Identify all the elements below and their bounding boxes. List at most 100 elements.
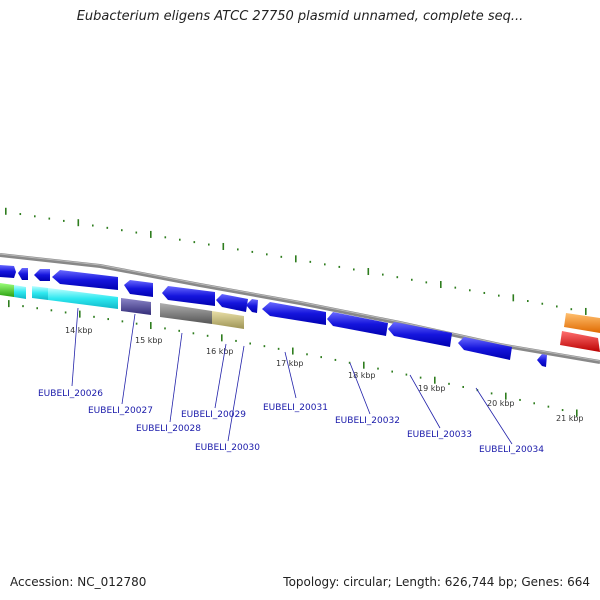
kbp-label: 14 kbp bbox=[65, 326, 93, 335]
minor-tick bbox=[309, 260, 312, 263]
minor-tick bbox=[178, 329, 180, 332]
minor-tick bbox=[36, 307, 38, 310]
minor-tick bbox=[306, 353, 308, 356]
kbp-scale: 14 kbp 15 kbp 16 kbp 17 kbp 18 kbp 19 kb… bbox=[65, 326, 584, 423]
kbp-label: 21 kbp bbox=[556, 414, 584, 423]
gene-label[interactable]: EUBELI_20034 bbox=[479, 445, 544, 455]
gene-arrow-reverse[interactable] bbox=[34, 269, 50, 281]
major-tick bbox=[79, 310, 81, 318]
minor-tick bbox=[208, 243, 210, 246]
major-tick bbox=[363, 361, 365, 369]
gene-arrow-forward[interactable] bbox=[32, 286, 48, 300]
minor-tick bbox=[192, 332, 195, 335]
major-tick bbox=[150, 322, 152, 330]
minor-tick bbox=[527, 300, 529, 303]
gene-label[interactable]: EUBELI_20031 bbox=[263, 403, 328, 413]
minor-tick bbox=[135, 231, 138, 234]
gene-arrow-reverse[interactable] bbox=[124, 280, 153, 297]
minor-tick bbox=[320, 356, 322, 359]
minor-tick bbox=[533, 402, 535, 405]
major-tick bbox=[5, 207, 7, 215]
gene-label[interactable]: EUBELI_20028 bbox=[136, 424, 201, 434]
gene-features bbox=[0, 265, 600, 367]
minor-tick bbox=[382, 273, 384, 276]
minor-tick bbox=[377, 367, 379, 370]
minor-tick bbox=[396, 276, 399, 279]
major-tick bbox=[295, 255, 297, 263]
gene-arrow-forward[interactable] bbox=[560, 331, 600, 352]
minor-tick bbox=[561, 409, 564, 412]
gene-label[interactable]: EUBELI_20026 bbox=[38, 389, 103, 399]
gene-arrow-forward[interactable] bbox=[212, 311, 244, 329]
minor-tick bbox=[193, 241, 196, 244]
minor-tick bbox=[490, 392, 493, 395]
minor-tick bbox=[179, 238, 181, 241]
kbp-label: 17 kbp bbox=[276, 359, 304, 368]
minor-tick bbox=[541, 302, 544, 305]
major-tick bbox=[585, 307, 587, 315]
major-tick bbox=[512, 294, 515, 302]
minor-tick bbox=[19, 213, 22, 216]
minor-tick bbox=[338, 265, 341, 268]
minor-tick bbox=[266, 253, 268, 256]
gene-label[interactable]: EUBELI_20030 bbox=[195, 443, 260, 453]
gene-label[interactable]: EUBELI_20032 bbox=[335, 416, 400, 426]
gene-arrow-reverse[interactable] bbox=[458, 337, 512, 360]
summary-text: Topology: circular; Length: 626,744 bp; … bbox=[283, 575, 590, 589]
minor-tick bbox=[462, 385, 464, 388]
gene-label[interactable]: EUBELI_20029 bbox=[181, 410, 246, 420]
kbp-label: 20 kbp bbox=[487, 399, 515, 408]
minor-tick bbox=[448, 382, 450, 385]
minor-tick bbox=[454, 286, 457, 289]
gene-arrow-reverse[interactable] bbox=[0, 265, 16, 278]
gene-arrow-reverse[interactable] bbox=[388, 322, 452, 347]
minor-tick bbox=[64, 311, 67, 314]
major-tick bbox=[8, 300, 10, 308]
minor-tick bbox=[106, 226, 109, 229]
minor-tick bbox=[280, 255, 283, 258]
gene-arrow-reverse[interactable] bbox=[216, 294, 248, 312]
minor-tick bbox=[135, 322, 138, 325]
minor-tick bbox=[251, 250, 254, 253]
minor-tick bbox=[419, 376, 422, 379]
minor-tick bbox=[164, 236, 167, 239]
minor-tick bbox=[348, 361, 351, 364]
minor-tick bbox=[249, 342, 251, 345]
minor-tick bbox=[277, 347, 280, 350]
plasmid-backbone-highlight bbox=[0, 253, 600, 362]
gene-arrow-forward[interactable] bbox=[0, 283, 14, 297]
minor-tick bbox=[519, 398, 521, 401]
gene-arrow-forward[interactable] bbox=[121, 298, 151, 315]
major-tick bbox=[292, 347, 294, 355]
minor-tick bbox=[547, 405, 550, 408]
gene-labels: EUBELI_20026 EUBELI_20027 EUBELI_20028 E… bbox=[38, 389, 544, 455]
minor-tick bbox=[498, 294, 500, 297]
minor-tick bbox=[22, 305, 24, 308]
gene-arrow-reverse[interactable] bbox=[537, 354, 547, 367]
gene-arrow-forward[interactable] bbox=[14, 285, 26, 299]
gene-arrow-reverse[interactable] bbox=[162, 286, 215, 306]
minor-tick bbox=[121, 229, 123, 232]
major-tick bbox=[150, 230, 152, 238]
major-tick bbox=[434, 376, 436, 384]
gene-arrow-forward[interactable] bbox=[564, 313, 600, 333]
minor-tick bbox=[237, 248, 239, 251]
major-tick bbox=[440, 281, 442, 289]
gene-arrow-forward[interactable] bbox=[160, 303, 212, 324]
major-tick bbox=[576, 409, 578, 417]
major-tick bbox=[367, 268, 370, 276]
gene-label[interactable]: EUBELI_20027 bbox=[88, 406, 153, 416]
major-tick bbox=[505, 392, 507, 400]
gene-arrow-reverse[interactable] bbox=[262, 302, 326, 325]
gene-arrow-forward[interactable] bbox=[48, 288, 118, 309]
gene-label[interactable]: EUBELI_20033 bbox=[407, 430, 472, 440]
minor-tick bbox=[121, 320, 124, 323]
gene-arrow-reverse[interactable] bbox=[52, 270, 118, 290]
minor-tick bbox=[93, 315, 95, 318]
gene-arrow-reverse[interactable] bbox=[18, 268, 28, 280]
kbp-label: 15 kbp bbox=[135, 336, 163, 345]
gene-arrow-reverse[interactable] bbox=[246, 299, 258, 313]
kbp-label: 18 kbp bbox=[348, 371, 376, 380]
gene-arrow-reverse[interactable] bbox=[327, 312, 388, 336]
